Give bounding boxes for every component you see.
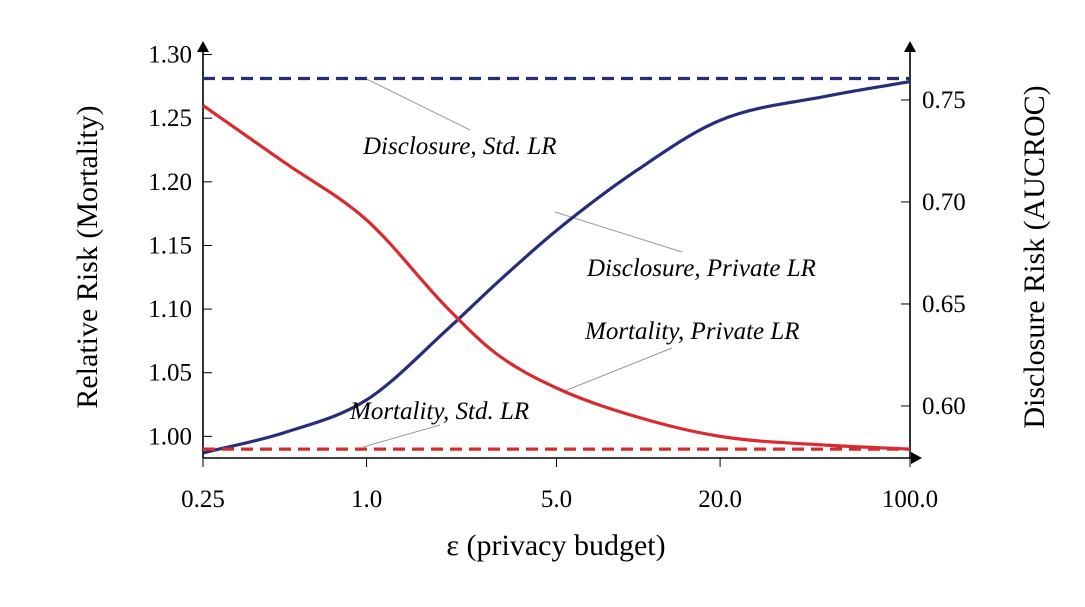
y-left-tick-label: 1.10 <box>148 296 192 323</box>
annotation-mortality-private-lr: Mortality, Private LR <box>584 318 800 345</box>
ticks: 0.25 1.0 5.0 20.0 100.0 1.00 1.05 1.10 1.15 1.20 1… <box>148 42 966 513</box>
x-axis-title: ε (privacy budget) <box>446 529 665 562</box>
y-right-tick-label: 0.75 <box>922 87 966 114</box>
plot-series <box>202 76 911 455</box>
annotation-disclosure-std-lr: Disclosure, Std. LR <box>362 133 557 160</box>
annotation-disclosure-private-lr: Disclosure, Private LR <box>586 255 816 282</box>
x-tick-label: 0.25 <box>181 486 225 513</box>
annotation-leader-line <box>362 424 441 448</box>
x-tick-label: 100.0 <box>882 486 938 513</box>
y-left-tick-label: 1.20 <box>148 169 192 196</box>
annotation-leader-line <box>554 211 683 253</box>
y-right-tick-label: 0.60 <box>922 393 966 420</box>
y-right-tick-label: 0.65 <box>922 291 966 318</box>
x-tick-label: 20.0 <box>698 486 742 513</box>
y-axis-right-title: Disclosure Risk (AUCROC) <box>1018 85 1051 428</box>
annotation-leader-line <box>365 78 471 131</box>
x-axis-arrow <box>911 452 922 464</box>
y-axis-left-title: Relative Risk (Mortality) <box>71 105 104 408</box>
series-mortality-private-lr <box>202 104 911 451</box>
y-left-tick-label: 1.15 <box>148 232 192 259</box>
x-tick-label: 1.0 <box>351 486 382 513</box>
y-axis-left-arrow <box>197 41 209 52</box>
series-disclosure-private-lr <box>202 80 911 455</box>
annotations: Disclosure, Std. LR Disclosure, Private L… <box>349 133 816 425</box>
annotation-mortality-std-lr: Mortality, Std. LR <box>349 398 529 425</box>
y-left-tick-label: 1.05 <box>148 360 192 387</box>
y-left-tick-label: 1.30 <box>148 42 192 69</box>
x-tick-label: 5.0 <box>541 486 572 513</box>
y-left-tick-label: 1.00 <box>148 423 192 450</box>
annotation-leaders <box>362 78 683 448</box>
y-right-tick-label: 0.70 <box>922 189 966 216</box>
y-axis-right-arrow <box>904 41 916 52</box>
y-left-tick-label: 1.25 <box>148 105 192 132</box>
annotation-leader-line <box>561 347 673 393</box>
axes <box>197 41 922 464</box>
